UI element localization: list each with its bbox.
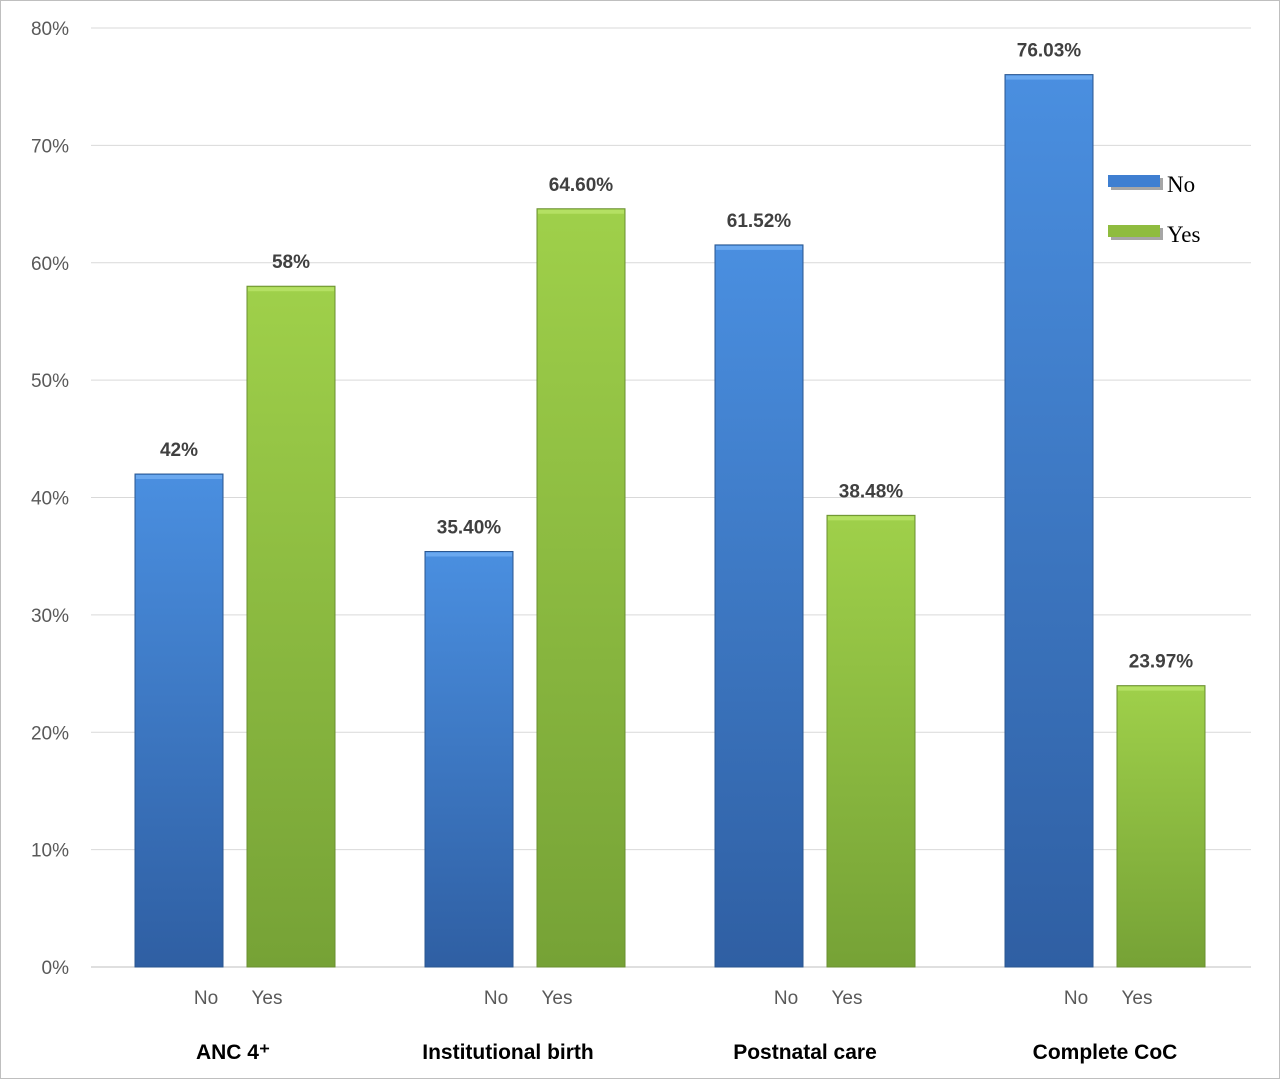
legend-swatch-no (1108, 175, 1160, 187)
y-tick-label: 50% (31, 371, 69, 392)
y-tick-label: 20% (31, 723, 69, 744)
bar-no-3 (1004, 74, 1094, 968)
bar-highlight (1006, 75, 1092, 80)
data-label: 58% (272, 252, 310, 273)
bars (134, 74, 1206, 968)
y-tick-label: 80% (31, 19, 69, 40)
category-label: Complete CoC (1033, 1041, 1178, 1064)
x-sub-label-no: No (1064, 988, 1088, 1009)
data-label: 76.03% (1017, 41, 1082, 62)
x-sub-label-yes: Yes (832, 988, 863, 1009)
data-label: 38.48% (839, 481, 904, 502)
legend-label-yes: Yes (1167, 222, 1201, 247)
category-label: Institutional birth (422, 1041, 593, 1064)
y-tick-label: 40% (31, 489, 69, 510)
legend-label-no: No (1167, 172, 1195, 197)
x-sub-label-no: No (194, 988, 218, 1009)
x-sub-label-yes: Yes (1122, 988, 1153, 1009)
legend: No Yes (1108, 172, 1201, 247)
y-tick-label: 60% (31, 254, 69, 275)
data-label: 35.40% (437, 517, 502, 538)
bar-no-1 (424, 550, 514, 968)
bar-highlight (1118, 686, 1204, 691)
x-sub-label-yes: Yes (252, 988, 283, 1009)
bar-highlight (426, 552, 512, 557)
bar-no-2 (714, 244, 804, 968)
data-label: 42% (160, 440, 198, 461)
bar-highlight (136, 475, 222, 480)
data-label: 61.52% (727, 211, 792, 232)
x-axis-sub-labels: No Yes No Yes No Yes No Yes (194, 988, 1153, 1009)
bar-highlight (248, 287, 334, 292)
category-label: Postnatal care (733, 1041, 877, 1064)
x-sub-label-no: No (774, 988, 798, 1009)
data-labels: 42% 58% 35.40% 64.60% 61.52% 38.48% 76.03% 23.9… (160, 41, 1193, 673)
x-sub-label-yes: Yes (542, 988, 573, 1009)
bar-yes-0 (246, 285, 336, 968)
bar-no-0 (134, 473, 224, 968)
bar-yes-2 (826, 514, 916, 968)
category-label: ANC 4⁺ (196, 1041, 270, 1064)
y-axis-tick-labels: 0% 10% 20% 30% 40% 50% 60% 70% 80% (31, 19, 69, 979)
y-tick-label: 30% (31, 606, 69, 627)
data-label: 23.97% (1129, 652, 1194, 673)
y-tick-label: 70% (31, 136, 69, 157)
y-tick-label: 10% (31, 841, 69, 862)
data-label: 64.60% (549, 175, 614, 196)
bar-highlight (538, 209, 624, 214)
x-axis-category-labels: ANC 4⁺ Institutional birth Postnatal care C… (196, 1041, 1177, 1064)
bar-highlight (716, 245, 802, 250)
bar-yes-1 (536, 208, 626, 968)
y-tick-label: 0% (42, 958, 70, 979)
legend-swatch-yes (1108, 225, 1160, 237)
bar-yes-3 (1116, 685, 1206, 968)
x-sub-label-no: No (484, 988, 508, 1009)
bar-highlight (828, 516, 914, 521)
